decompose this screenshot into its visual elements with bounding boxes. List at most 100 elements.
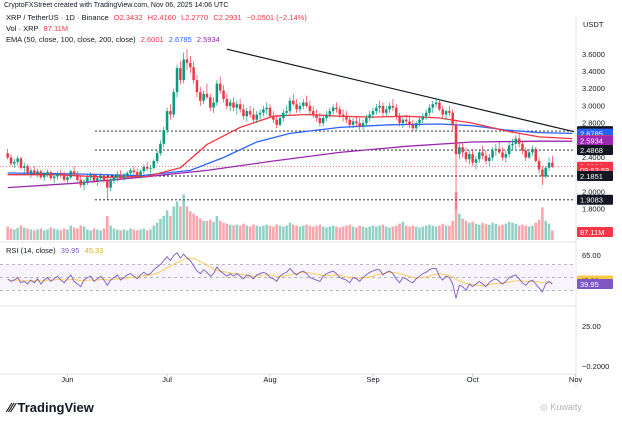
candle-body	[501, 152, 504, 158]
volume-bar	[112, 228, 116, 240]
volume-bar	[42, 230, 46, 240]
rsi-legend[interactable]: RSI (14, close) 39.95 45.33	[6, 246, 106, 256]
ema200-value: 2.5934	[196, 35, 220, 44]
volume-bar	[454, 192, 458, 240]
volume-bar	[208, 219, 212, 240]
volume-legend[interactable]: Vol · XRP 87.11M	[6, 24, 71, 34]
ema-legend[interactable]: EMA (50, close, 100, close, 200, close) …	[6, 35, 223, 45]
volume-bar	[497, 225, 501, 240]
candle-body	[285, 111, 288, 113]
volume-bar	[378, 225, 381, 240]
candle-body	[185, 59, 189, 63]
candle-body	[471, 154, 474, 163]
candle-body	[238, 104, 242, 110]
tradingview-logo[interactable]: ⁄⁄⁄ TradingView	[8, 400, 94, 415]
volume-bar	[129, 228, 132, 240]
candle-body	[521, 143, 524, 151]
candle-body	[458, 147, 461, 155]
candle-body	[9, 157, 13, 164]
volume-bar	[182, 194, 185, 240]
volume-bar	[13, 229, 16, 240]
volume-bar	[484, 223, 488, 240]
candle-body	[524, 150, 528, 158]
lower-axis-label: −0.2000	[582, 362, 609, 371]
candle-body	[335, 107, 338, 110]
volume-bar	[265, 224, 268, 240]
volume-bar	[245, 225, 249, 240]
candle-body	[6, 153, 9, 158]
candle-body	[96, 178, 99, 181]
price-axis-label: 3.2000	[582, 84, 605, 93]
candle-body	[29, 170, 33, 173]
candle-body	[527, 152, 531, 158]
candle-body	[56, 173, 59, 177]
volume-bar	[99, 230, 102, 240]
volume-bar	[491, 222, 494, 240]
ohlc-change: −0.0501 (−2.14%)	[246, 13, 307, 22]
volume-bar	[474, 223, 478, 240]
candle-body	[252, 114, 255, 120]
volume-bar	[179, 206, 182, 240]
volume-bar	[248, 226, 252, 240]
volume-bar	[504, 223, 508, 240]
candle-body	[169, 111, 172, 115]
volume-bar	[106, 216, 109, 240]
candle-body	[162, 130, 166, 144]
candle-body	[551, 162, 554, 167]
volume-bar	[59, 230, 63, 240]
volume-bar	[461, 218, 464, 240]
candle-body	[115, 174, 119, 178]
price-axis-label: 3.0000	[582, 101, 605, 110]
candle-body	[441, 109, 445, 115]
candle-body	[16, 158, 19, 162]
volume-bar	[428, 224, 431, 240]
candle-body	[365, 117, 368, 124]
ohlc-low: L2.2770	[181, 13, 209, 22]
symbol-legend[interactable]: XRP / TetherUS · 1D · Binance O2.3432 H2…	[6, 13, 310, 23]
price-axis-label: 3.4000	[582, 67, 605, 76]
volume-bar	[262, 225, 265, 240]
price-badge	[577, 135, 613, 146]
volume-bar	[152, 225, 156, 240]
volume-bar	[517, 225, 521, 240]
time-axis-label: Aug	[263, 375, 276, 384]
volume-bar	[547, 223, 551, 240]
candle-body	[248, 111, 252, 115]
candle-body	[541, 169, 544, 177]
candle-body	[242, 109, 245, 117]
volume-bar	[424, 225, 428, 240]
volume-label: Vol · XRP	[6, 24, 39, 33]
candle-body	[135, 172, 139, 176]
volume-bar	[361, 226, 365, 240]
price-badge-label: 2.4868	[580, 146, 603, 155]
volume-bar	[301, 225, 305, 240]
ema100-value: 2.6785	[168, 35, 192, 44]
candle-body	[394, 107, 398, 117]
volume-bar	[368, 226, 371, 240]
candle-body	[282, 112, 285, 118]
volume-bar	[471, 221, 474, 240]
candle-body	[481, 152, 484, 156]
candle-body	[361, 123, 365, 127]
currency-label[interactable]: USDT	[583, 20, 604, 29]
candle-body	[404, 119, 408, 122]
volume-bar	[541, 207, 544, 240]
volume-bar	[115, 229, 119, 240]
candle-body	[424, 112, 428, 117]
volume-bar	[464, 220, 468, 240]
candle-body	[192, 67, 195, 81]
candle-body	[348, 119, 352, 125]
candle-body	[275, 119, 278, 125]
candle-body	[511, 143, 514, 146]
candle-body	[474, 159, 478, 163]
volume-bar	[62, 228, 66, 240]
volume-bar	[531, 225, 534, 240]
volume-bar	[394, 225, 398, 240]
volume-bar	[511, 222, 514, 240]
candle-body	[497, 148, 501, 153]
candle-body	[179, 68, 182, 81]
candle-body	[301, 102, 305, 106]
volume-bar	[102, 228, 106, 240]
volume-bar	[375, 226, 378, 240]
